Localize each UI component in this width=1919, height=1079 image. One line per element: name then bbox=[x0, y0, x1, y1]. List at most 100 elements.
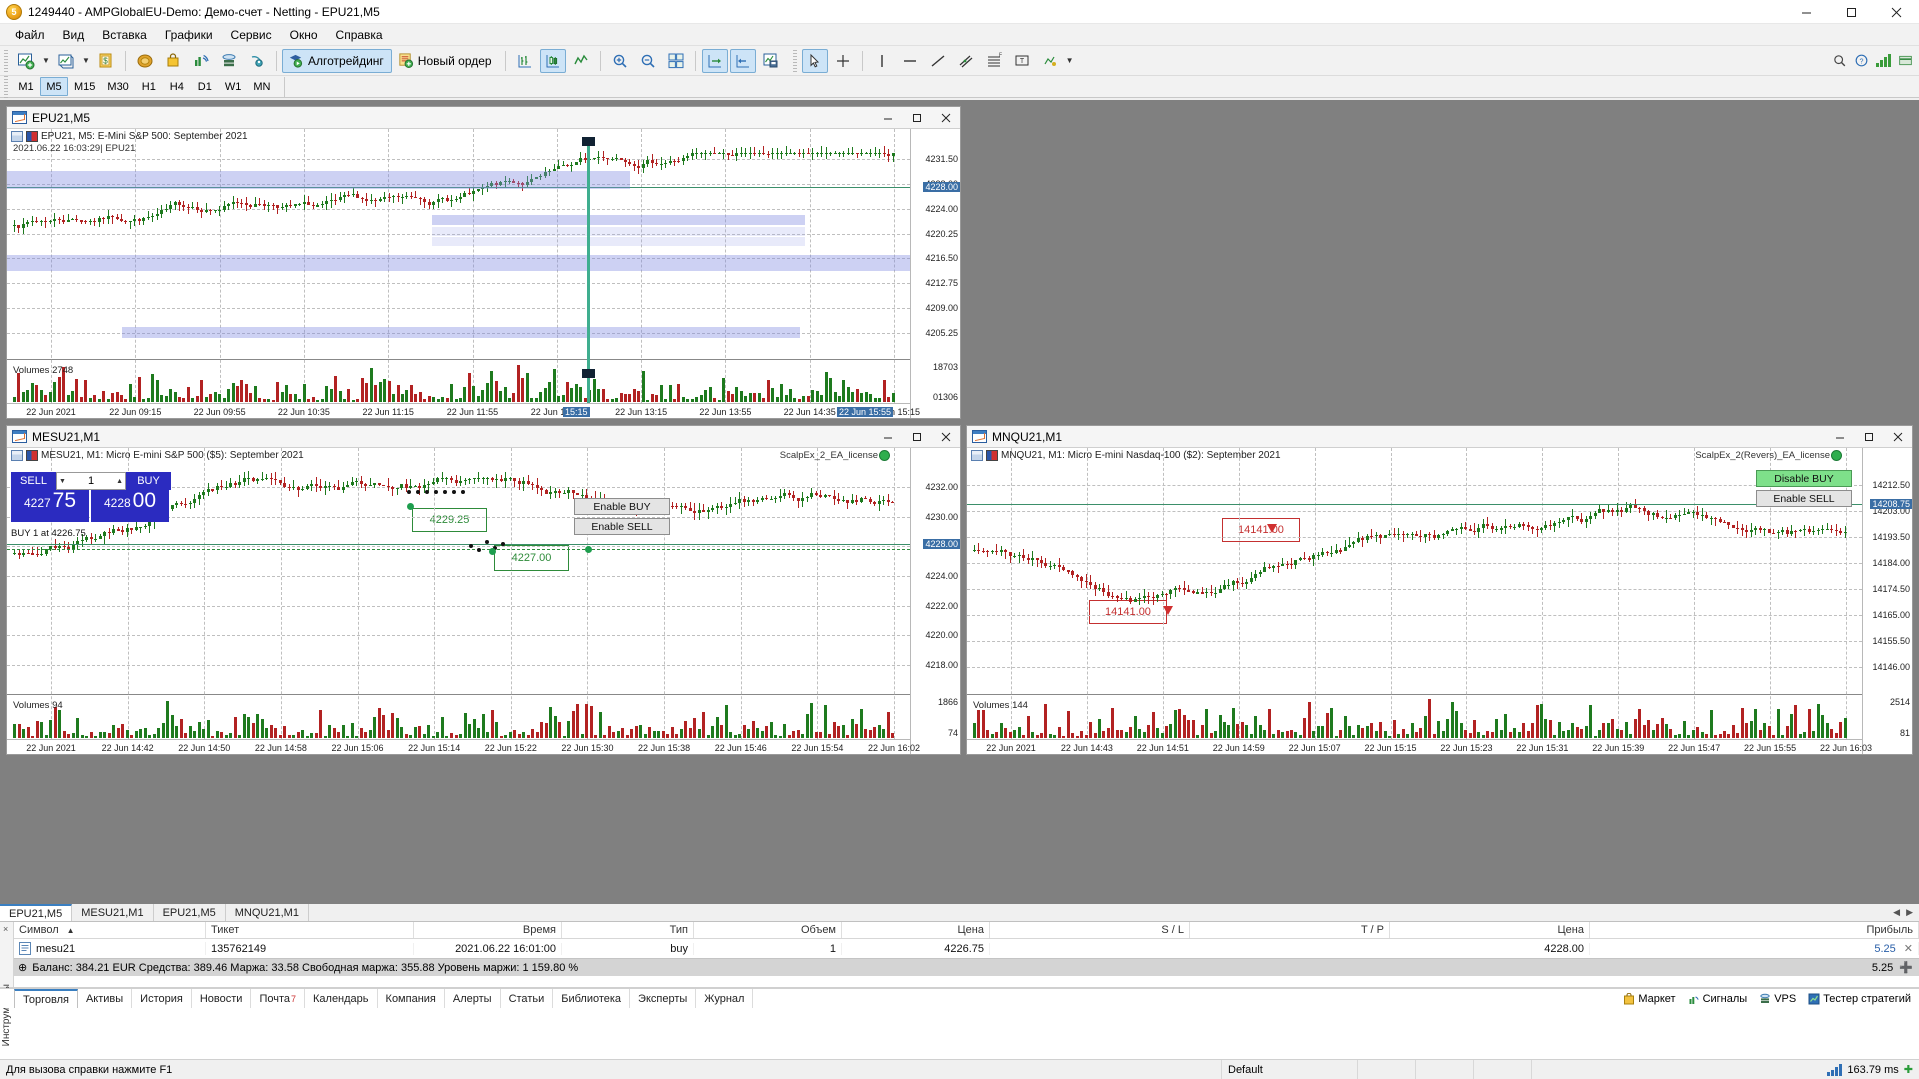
toolbar-grip[interactable] bbox=[4, 49, 8, 72]
chart-tab-mnqu21-m1[interactable]: MNQU21,M1 bbox=[226, 904, 309, 921]
scroll-left-icon[interactable]: ◀ bbox=[1893, 907, 1901, 917]
chart-close-button[interactable] bbox=[931, 426, 960, 447]
timeframe-h4[interactable]: H4 bbox=[169, 80, 184, 93]
search-icon[interactable] bbox=[1832, 53, 1847, 68]
terminal-tab-assets[interactable]: Активы bbox=[78, 989, 133, 1008]
strategy-tester-link[interactable]: Тестер стратегий bbox=[1808, 993, 1911, 1005]
ea-enable-buy-button[interactable]: Enable BUY bbox=[574, 498, 670, 515]
timeframe-m1[interactable]: M1 bbox=[18, 80, 34, 93]
timeframe-m5[interactable]: M5 bbox=[40, 77, 68, 96]
ea-disable-buy-button[interactable]: Disable BUY bbox=[1756, 470, 1852, 487]
connection-status-icon[interactable] bbox=[1876, 54, 1891, 67]
scroll-right-icon[interactable]: ▶ bbox=[1906, 907, 1913, 917]
minimize-button[interactable] bbox=[1784, 0, 1829, 24]
column-header-price[interactable]: Цена bbox=[842, 922, 990, 938]
vps-link[interactable]: VPS bbox=[1759, 993, 1796, 1005]
terminal-tab-experts[interactable]: Эксперты bbox=[630, 989, 697, 1008]
data-window-icon[interactable] bbox=[132, 49, 158, 73]
price-axis[interactable]: 4231.504228.004224.004220.254216.504212.… bbox=[910, 129, 960, 418]
signals-icon[interactable] bbox=[188, 49, 214, 73]
drawing-toolbar-grip[interactable] bbox=[792, 49, 797, 72]
terminal-tab-trade[interactable]: Торговля bbox=[14, 989, 78, 1008]
chart-maximize-button[interactable] bbox=[1854, 426, 1883, 447]
ea-enable-sell-button[interactable]: Enable SELL bbox=[1756, 490, 1852, 507]
oct-buy-button[interactable]: 4228 00 bbox=[91, 490, 169, 522]
crosshair-icon[interactable] bbox=[830, 49, 856, 73]
chart-titlebar-mesu21[interactable]: MESU21,M1 bbox=[7, 426, 960, 448]
chart-object-price-label-2[interactable]: 14141.00 bbox=[1222, 518, 1300, 542]
cursor-icon[interactable] bbox=[801, 48, 828, 73]
menu-help[interactable]: Справка bbox=[335, 27, 383, 42]
terminal-tab-library[interactable]: Библиотека bbox=[553, 989, 631, 1008]
terminal-tab-journal[interactable]: Журнал bbox=[696, 989, 754, 1008]
terminal-tab-calendar[interactable]: Календарь bbox=[305, 989, 378, 1008]
time-axis[interactable]: 22 Jun 2021 22 Jun 14:43 22 Jun 14:51 22 Ju… bbox=[967, 739, 1872, 754]
chart-close-button[interactable] bbox=[931, 107, 960, 128]
algotrading-button[interactable]: Алготрейдинг bbox=[282, 48, 392, 73]
menu-tools[interactable]: Сервис bbox=[230, 27, 272, 42]
shapes-icon[interactable] bbox=[1037, 49, 1063, 73]
trendline-icon[interactable] bbox=[925, 49, 951, 73]
chart-window-epu21-m5[interactable]: EPU21,M5 EPU21, M5: E-Mini S&P 500: Sept… bbox=[6, 106, 961, 419]
column-header-profit[interactable]: Прибыль bbox=[1590, 922, 1919, 938]
menu-insert[interactable]: Вставка bbox=[102, 27, 147, 42]
equidistant-channel-icon[interactable] bbox=[953, 49, 979, 73]
status-profile[interactable]: Default bbox=[1222, 1059, 1358, 1079]
column-header-volume[interactable]: Объем bbox=[694, 922, 842, 938]
oct-buy-label[interactable]: BUY bbox=[126, 472, 171, 490]
menu-file[interactable]: Файл bbox=[15, 27, 45, 42]
terminal-tab-news[interactable]: Новости bbox=[192, 989, 252, 1008]
timeframe-w1[interactable]: W1 bbox=[224, 80, 242, 93]
horizontal-line-icon[interactable] bbox=[897, 49, 923, 73]
terminal-tab-alerts[interactable]: Алерты bbox=[445, 989, 501, 1008]
expand-icon[interactable]: ⊕ bbox=[18, 962, 28, 974]
timeframe-d1[interactable]: D1 bbox=[197, 80, 212, 93]
chart-minimize-button[interactable] bbox=[873, 107, 902, 128]
chart-tab-epu21-m5-2[interactable]: EPU21,M5 bbox=[154, 904, 226, 921]
shapes-dropdown-icon[interactable]: ▼ bbox=[1065, 56, 1074, 65]
one-click-trading-panel[interactable]: SELL ▼ 1 ▲ BUY 4227 75 bbox=[11, 472, 171, 522]
templates-icon[interactable] bbox=[758, 49, 784, 73]
tile-windows-icon[interactable] bbox=[663, 49, 689, 73]
chart-close-button[interactable] bbox=[1883, 426, 1912, 447]
menu-window[interactable]: Окно bbox=[289, 27, 318, 42]
terminal-tab-articles[interactable]: Статьи bbox=[501, 989, 554, 1008]
horizontal-line-object[interactable] bbox=[7, 549, 910, 550]
chart-titlebar-epu21[interactable]: EPU21,M5 bbox=[7, 107, 960, 129]
account-icon[interactable] bbox=[1898, 53, 1913, 68]
terminal-tab-company[interactable]: Компания bbox=[378, 989, 445, 1008]
chart-maximize-button[interactable] bbox=[902, 426, 931, 447]
column-header-type[interactable]: Тип bbox=[562, 922, 694, 938]
price-axis[interactable]: 14212.50 14203.00 14193.50 14184.00 14174.50… bbox=[1862, 448, 1912, 754]
terminal-tab-mailbox[interactable]: Почта 7 bbox=[251, 989, 305, 1008]
line-chart-icon[interactable] bbox=[568, 49, 594, 73]
profiles-dropdown-icon[interactable]: ▼ bbox=[82, 56, 90, 65]
object-anchor-handle[interactable] bbox=[582, 137, 595, 146]
time-axis[interactable]: 22 Jun 2021 22 Jun 14:42 22 Jun 14:50 22 Ju… bbox=[7, 739, 920, 754]
column-header-sl[interactable]: S / L bbox=[990, 922, 1190, 938]
vertical-line-icon[interactable] bbox=[869, 49, 895, 73]
chart-window-mnqu21-m1[interactable]: MNQU21,M1 MNQU21, M1: Micro E-mini Nasda… bbox=[966, 425, 1913, 755]
signals-link[interactable]: Сигналы bbox=[1688, 993, 1747, 1005]
timeframe-m15[interactable]: M15 bbox=[74, 80, 96, 93]
chart-maximize-button[interactable] bbox=[902, 107, 931, 128]
chart-shift-icon[interactable] bbox=[701, 48, 728, 73]
table-row[interactable]: mesu21 135762149 2021.06.22 16:01:00 buy… bbox=[14, 939, 1919, 958]
zoom-in-icon[interactable] bbox=[607, 49, 633, 73]
new-order-button[interactable]: Новый ордер bbox=[392, 49, 500, 73]
chart-titlebar-mnqu21[interactable]: MNQU21,M1 bbox=[967, 426, 1912, 448]
chart-minimize-button[interactable] bbox=[873, 426, 902, 447]
candlestick-chart-icon[interactable] bbox=[539, 48, 566, 73]
bar-chart-icon[interactable] bbox=[512, 49, 538, 73]
column-header-tp[interactable]: T / P bbox=[1190, 922, 1390, 938]
column-header-symbol[interactable]: Символ ▲ bbox=[14, 922, 206, 938]
chart-window-mesu21-m1[interactable]: MESU21,M1 MESU21, M1: Micro E-mini S&P 5… bbox=[6, 425, 961, 755]
time-axis[interactable]: 22 Jun 2021 22 Jun 09:15 22 Jun 09:55 22 Ju… bbox=[7, 403, 920, 418]
timeframe-h1[interactable]: H1 bbox=[141, 80, 156, 93]
chart-object-price-label-1[interactable]: 4229.25 bbox=[412, 508, 487, 532]
fibonacci-icon[interactable]: F bbox=[981, 49, 1007, 73]
market-watch-icon[interactable]: $ bbox=[93, 49, 119, 73]
profiles-icon[interactable] bbox=[53, 49, 79, 73]
auto-scroll-icon[interactable] bbox=[729, 48, 756, 73]
close-position-icon[interactable]: ✕ bbox=[1903, 943, 1913, 955]
